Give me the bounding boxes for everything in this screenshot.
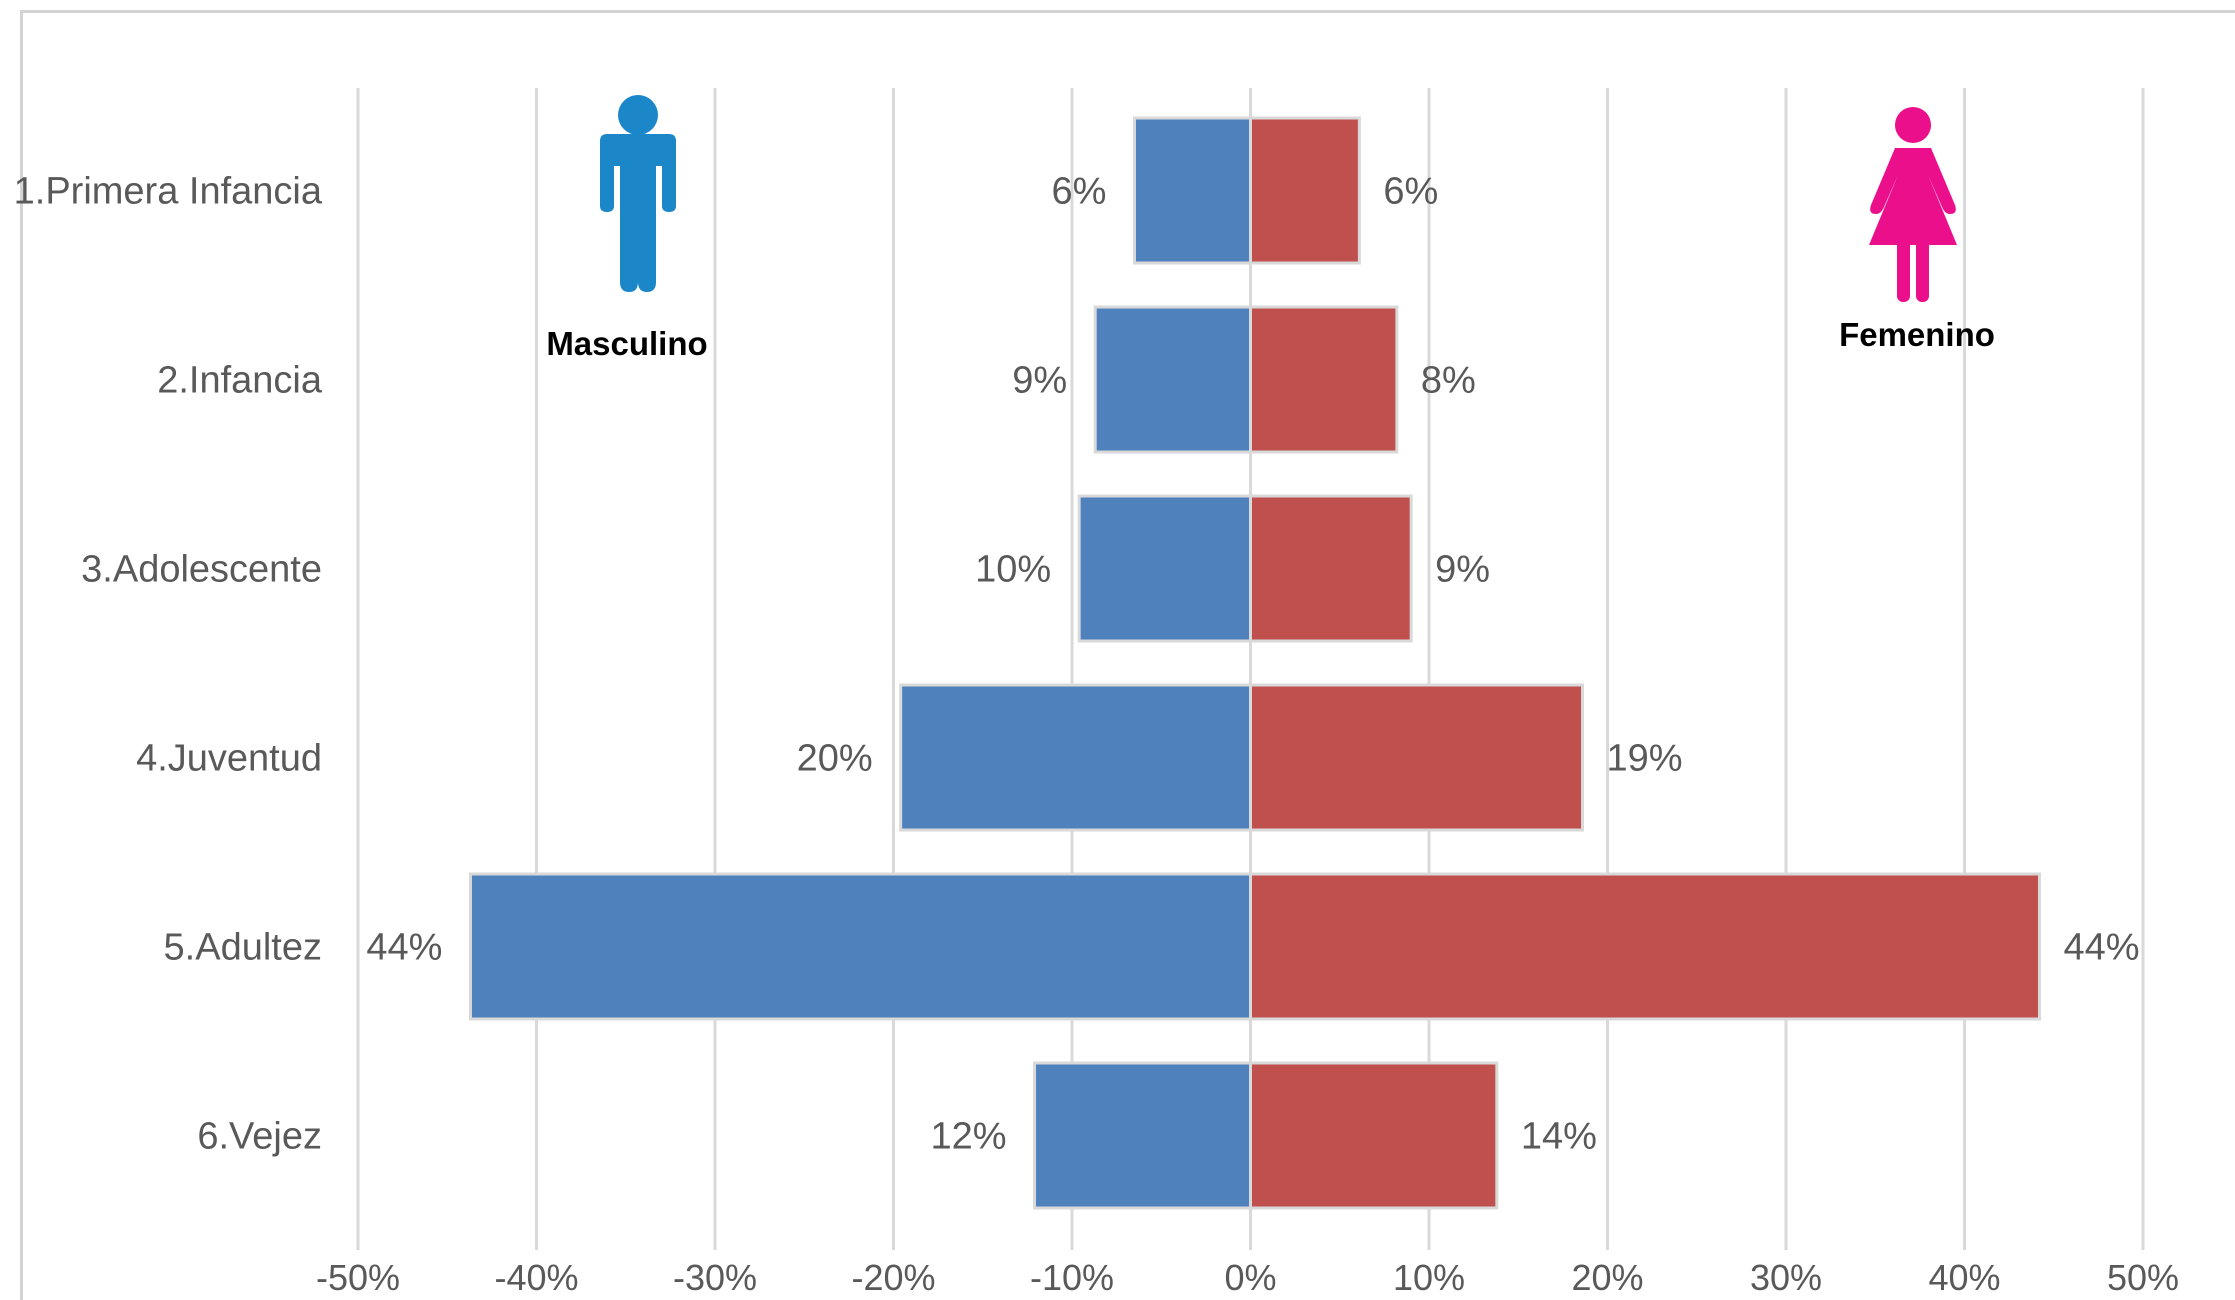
male-person-icon [600, 95, 676, 292]
x-tick-label: -50% [316, 1257, 400, 1298]
data-label-masculino: 10% [975, 549, 1051, 591]
axes: -50% -40% -30% -20% -10% 0% 10% 20% 30% 40% 50% 1.P… [14, 110, 2179, 1298]
x-tick-label: 20% [1571, 1257, 1643, 1298]
bar-femenino [1249, 872, 2041, 1021]
bars: 6% 6% 9% 8% 10% 9% 20% 19% 44% 44% 12% 14% [366, 116, 2140, 1210]
x-tick-label: -30% [673, 1257, 757, 1298]
data-label-femenino: 8% [1421, 360, 1476, 402]
category-label: 4.Juventud [136, 738, 322, 780]
x-tick-label: 50% [2107, 1257, 2179, 1298]
data-label-masculino: 44% [366, 927, 442, 969]
x-tick-label: -10% [1030, 1257, 1114, 1298]
category-label: 2.Infancia [157, 360, 323, 402]
data-label-femenino: 14% [1521, 1116, 1597, 1158]
bar-femenino [1249, 1061, 1499, 1210]
data-label-masculino: 20% [797, 738, 873, 780]
data-label-masculino: 6% [1052, 171, 1107, 213]
bar-femenino [1249, 494, 1413, 643]
bar-masculino [899, 683, 1252, 832]
x-tick-label: 30% [1750, 1257, 1822, 1298]
data-label-femenino: 9% [1435, 549, 1490, 591]
female-person-icon [1869, 107, 1957, 302]
bar-masculino [1132, 116, 1252, 265]
data-label-femenino: 19% [1607, 738, 1683, 780]
x-tick-label: 10% [1393, 1257, 1465, 1298]
data-label-femenino: 44% [2063, 927, 2139, 969]
category-label: 3.Adolescente [81, 549, 322, 591]
bar-masculino [1077, 494, 1253, 643]
category-label: 5.Adultez [164, 927, 322, 969]
x-tick-label: -40% [494, 1257, 578, 1298]
bar-femenino [1249, 305, 1399, 454]
bar-femenino [1249, 683, 1585, 832]
data-label-femenino: 6% [1383, 171, 1438, 213]
x-tick-label: 0% [1224, 1257, 1276, 1298]
x-tick-label: 40% [1928, 1257, 2000, 1298]
bar-femenino [1249, 116, 1361, 265]
category-label: 6.Vejez [197, 1116, 322, 1158]
x-tick-label: -20% [851, 1257, 935, 1298]
category-label: 1.Primera Infancia [14, 171, 323, 213]
bar-masculino [468, 872, 1252, 1021]
bar-masculino [1093, 305, 1252, 454]
data-label-masculino: 9% [1012, 360, 1067, 402]
legend-label-femenino: Femenino [1839, 316, 1995, 353]
data-label-masculino: 12% [930, 1116, 1006, 1158]
bar-masculino [1033, 1061, 1253, 1210]
legend-label-masculino: Masculino [546, 325, 707, 362]
